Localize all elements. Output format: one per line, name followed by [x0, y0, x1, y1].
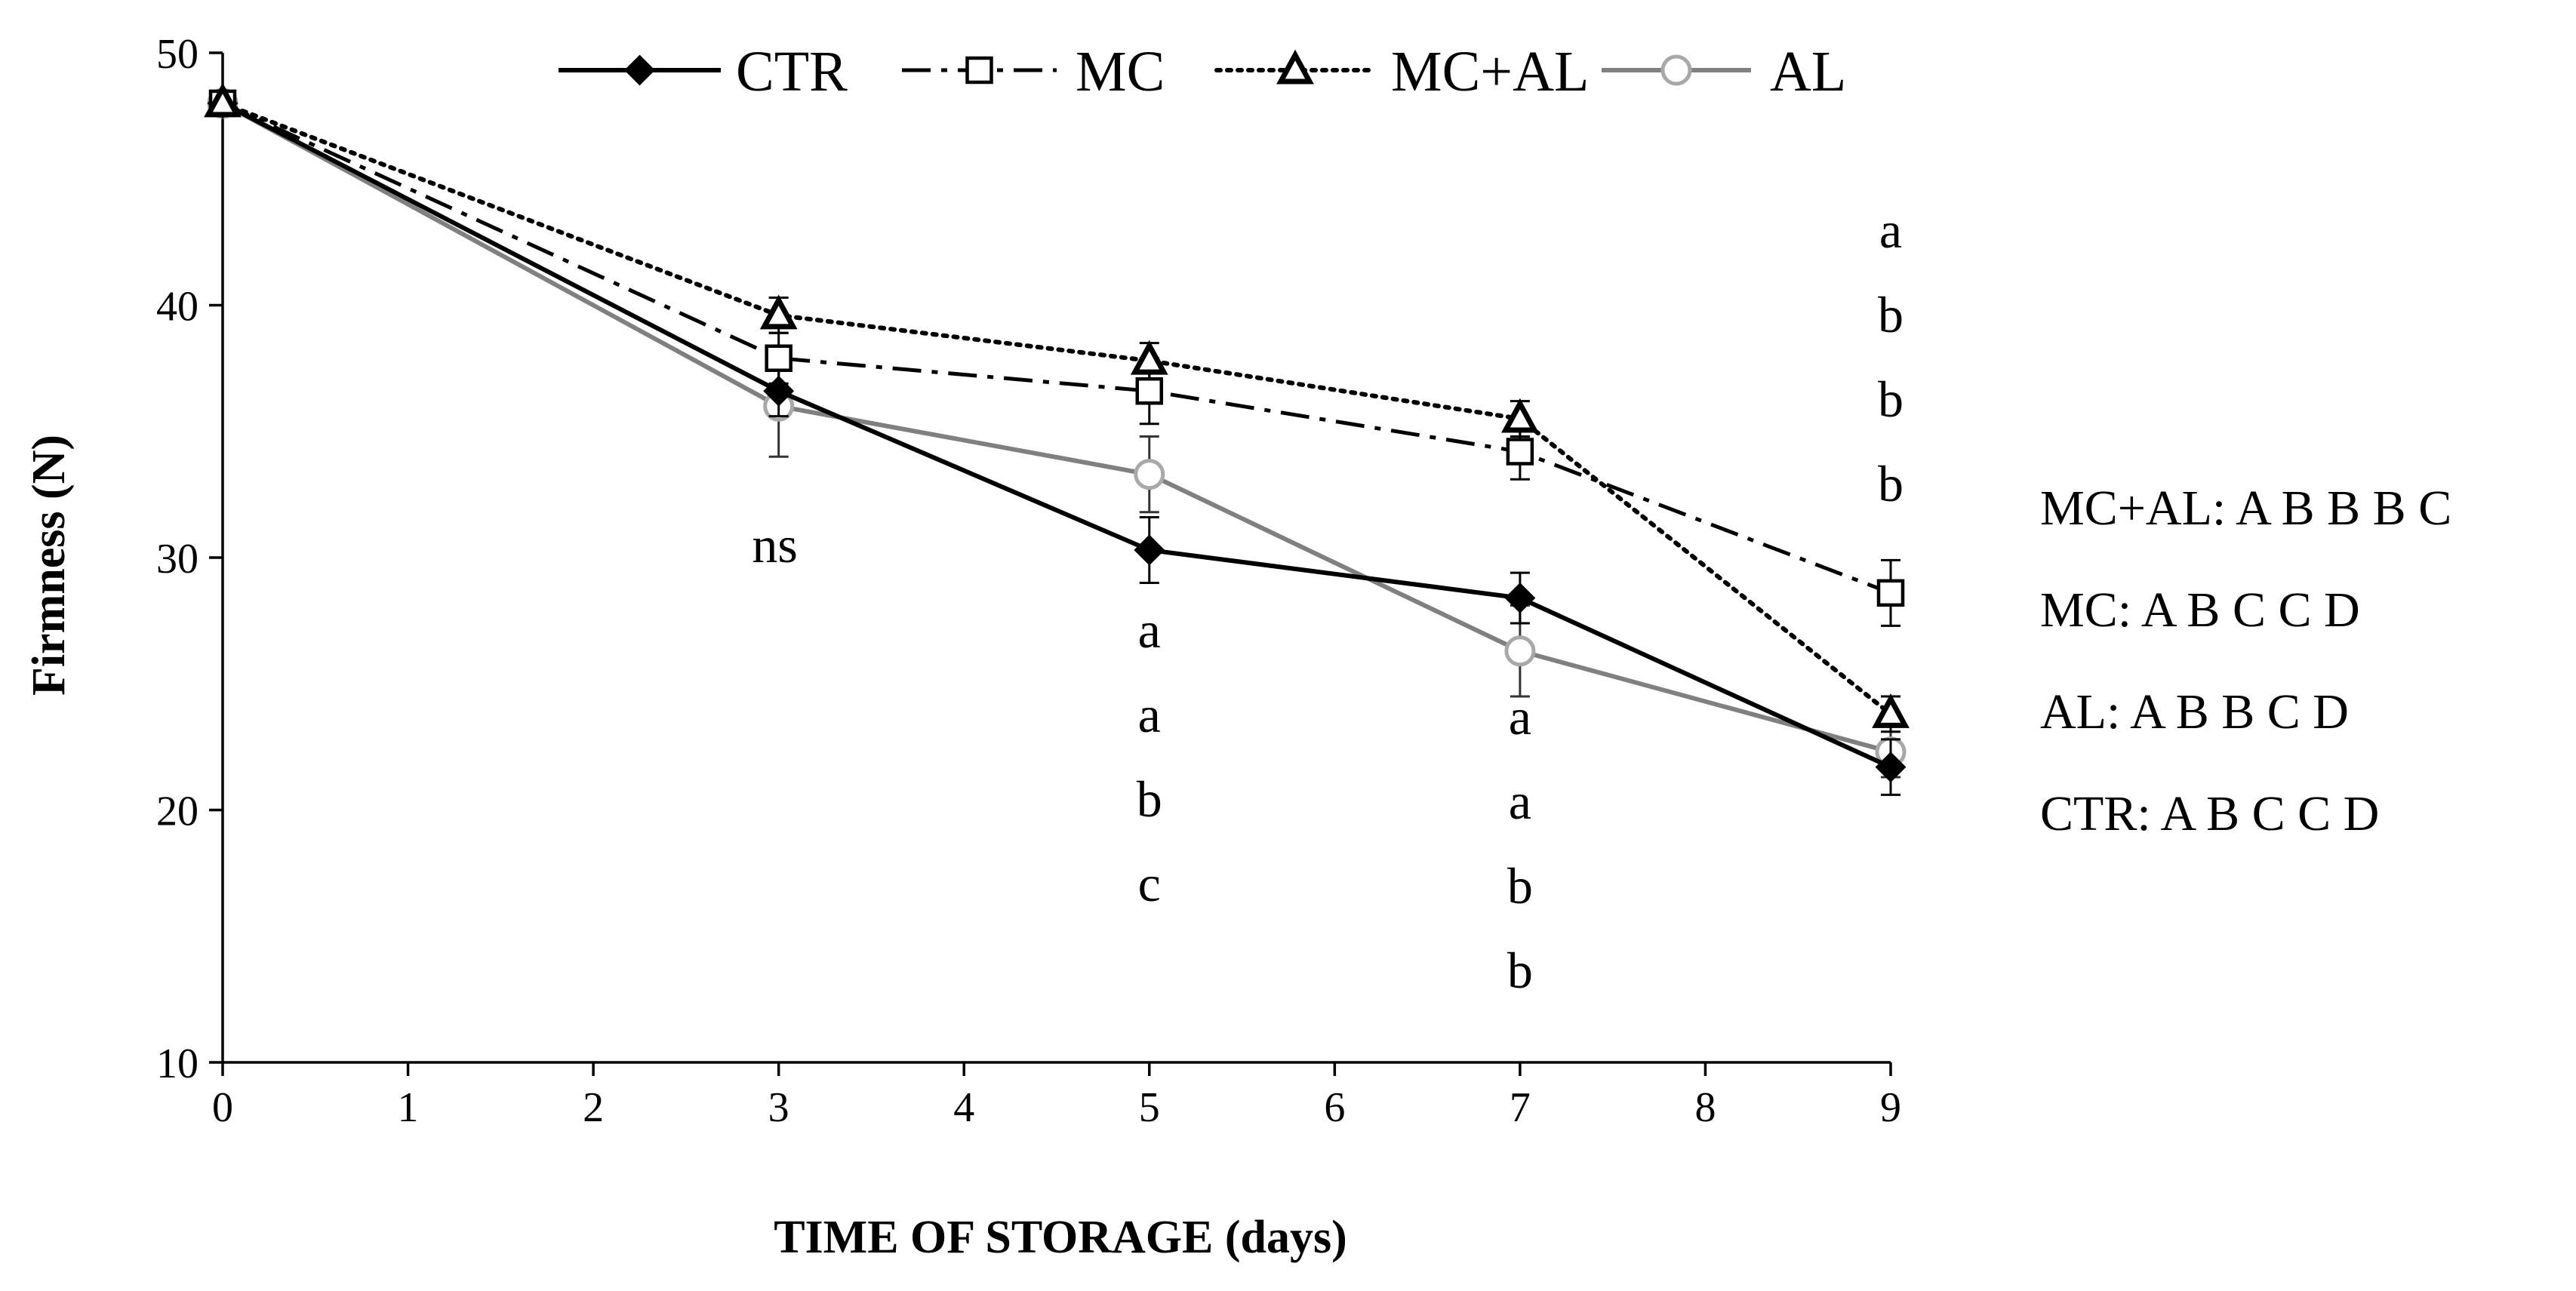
legend-marker-al-shape — [1660, 54, 1692, 86]
significance-letter: a — [1509, 688, 1531, 745]
significance-letter: a — [1138, 601, 1161, 659]
data-point-mc-al — [759, 294, 798, 330]
legend-marker-al — [1660, 54, 1692, 86]
significance-letter: b — [1507, 942, 1533, 999]
significance-summary: AL: A B B C D — [2040, 684, 2349, 739]
legend-marker-mc-shape — [965, 56, 993, 85]
series-line-mc-al — [220, 100, 1893, 717]
legend-marker-mc-al — [1276, 49, 1314, 85]
legend-label-ctr: CTR — [736, 40, 848, 103]
data-point-mc-al-shape — [759, 294, 798, 330]
data-point-mc-shape — [1135, 377, 1164, 405]
x-tick-label: 6 — [1324, 1084, 1345, 1131]
data-point-mc-al — [1872, 693, 1910, 728]
x-tick-label: 1 — [398, 1084, 419, 1131]
data-point-mc-al — [204, 82, 242, 118]
x-axis-title: TIME OF STORAGE (days) — [774, 1212, 1347, 1263]
data-point-mc-al — [1501, 398, 1539, 433]
significance-letter: a — [1879, 201, 1902, 259]
significance-letter: b — [1878, 455, 1904, 512]
data-point-al — [1504, 635, 1536, 667]
data-point-mc-al-shape — [1501, 398, 1539, 433]
significance-letter: b — [1878, 286, 1904, 343]
data-point-mc-al — [1130, 340, 1168, 375]
data-point-ctr — [1504, 582, 1536, 613]
data-point-mc-al-shape — [1872, 693, 1910, 728]
data-point-al-shape — [1134, 459, 1165, 490]
significance-summary: MC+AL: A B B B C — [2040, 481, 2451, 536]
x-tick-label: 4 — [953, 1084, 974, 1131]
x-tick-label: 3 — [768, 1084, 789, 1131]
significance-summary: MC: A B C C D — [2040, 582, 2360, 638]
data-point-mc-shape — [1876, 579, 1905, 607]
data-point-ctr — [1875, 752, 1907, 783]
significance-summary: CTR: A B C C D — [2040, 786, 2379, 841]
data-point-ctr-shape — [1134, 534, 1165, 566]
data-point-mc-shape — [1506, 438, 1534, 466]
data-point-mc-al-shape — [1130, 340, 1168, 375]
y-tick-label: 50 — [156, 31, 199, 78]
x-tick-label: 2 — [583, 1084, 604, 1131]
x-tick-label: 9 — [1880, 1084, 1901, 1131]
data-point-ctr-shape — [1875, 752, 1907, 783]
x-tick-label: 0 — [212, 1084, 233, 1131]
data-point-mc — [765, 344, 792, 372]
data-point-ctr — [1134, 534, 1165, 566]
legend-marker-mc — [965, 56, 993, 85]
x-tick-label: 5 — [1139, 1084, 1160, 1131]
y-tick-label: 30 — [156, 536, 199, 582]
legend-label-mc-al: MC+AL — [1391, 40, 1589, 103]
data-point-mc — [1135, 377, 1164, 405]
data-point-mc — [1506, 438, 1534, 466]
legend-label-mc: MC — [1076, 40, 1165, 103]
significance-letter: b — [1878, 370, 1904, 428]
series-line-mc — [221, 101, 1891, 595]
significance-letter: a — [1509, 773, 1531, 830]
significance-letter: ns — [752, 516, 797, 573]
data-point-mc-al-shape — [204, 82, 242, 118]
x-tick-label: 7 — [1510, 1084, 1531, 1131]
data-point-al-shape — [1504, 635, 1536, 667]
series-line-ctr — [221, 101, 1892, 770]
significance-letter: b — [1137, 770, 1162, 828]
legend-marker-ctr — [624, 54, 655, 86]
y-axis-title: Firmness (N) — [23, 435, 75, 696]
significance-letter: c — [1138, 855, 1161, 912]
y-tick-label: 20 — [156, 788, 199, 835]
y-tick-label: 40 — [156, 284, 199, 330]
legend-marker-mc-al-shape — [1276, 49, 1314, 85]
legend-marker-ctr-shape — [624, 54, 655, 86]
y-tick-label: 10 — [156, 1040, 199, 1087]
data-point-mc — [1876, 579, 1905, 607]
x-tick-label: 8 — [1694, 1084, 1716, 1131]
legend-label-al: AL — [1770, 40, 1846, 103]
significance-letter: b — [1507, 857, 1533, 914]
significance-letter: a — [1138, 686, 1161, 743]
data-point-al — [1134, 459, 1165, 490]
data-point-mc-shape — [765, 344, 792, 372]
data-point-ctr-shape — [1504, 582, 1536, 613]
